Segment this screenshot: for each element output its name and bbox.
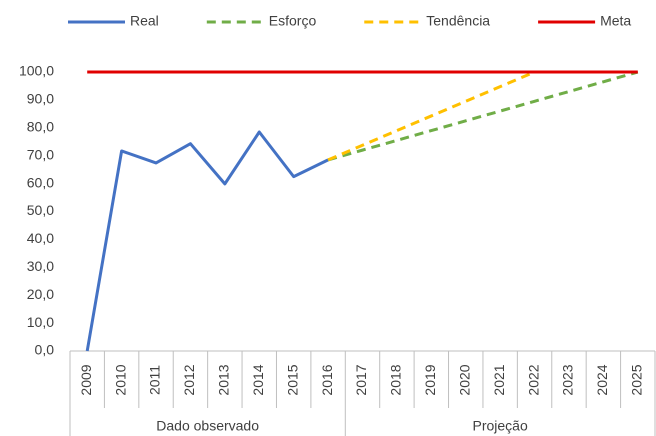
series-line (327, 70, 639, 162)
series-line (85, 130, 329, 352)
x-tick-label: 2011 (147, 365, 163, 395)
y-tick-label: 50,0 (27, 202, 54, 218)
x-tick-label: 2025 (628, 364, 644, 395)
x-tick-label: 2013 (216, 364, 232, 395)
x-tick-label: 2016 (319, 364, 335, 395)
group-label: Dado observado (156, 418, 259, 434)
group-label: Projeção (473, 418, 528, 434)
x-tick-label: 2014 (250, 364, 266, 395)
x-tick-label: 2021 (491, 364, 507, 395)
series-line (327, 70, 536, 162)
legend-label: Tendência (426, 13, 490, 29)
x-tick-label: 2015 (284, 364, 300, 395)
x-tick-label: 2018 (388, 364, 404, 395)
y-tick-label: 10,0 (27, 314, 54, 330)
legend-label: Real (130, 13, 159, 29)
x-tick-label: 2023 (560, 364, 576, 395)
y-tick-label: 70,0 (27, 146, 54, 162)
y-tick-label: 40,0 (27, 230, 54, 246)
legend-label: Meta (600, 13, 631, 29)
y-tick-label: 60,0 (27, 174, 54, 190)
x-tick-label: 2020 (456, 364, 472, 395)
x-tick-label: 2024 (594, 364, 610, 395)
y-tick-label: 100,0 (19, 63, 54, 79)
x-tick-label: 2010 (112, 364, 128, 395)
y-tick-label: 30,0 (27, 258, 54, 274)
x-tick-label: 2012 (181, 364, 197, 395)
x-tick-label: 2009 (78, 364, 94, 395)
y-tick-label: 80,0 (27, 119, 54, 135)
y-tick-label: 90,0 (27, 91, 54, 107)
x-tick-label: 2022 (525, 364, 541, 395)
legend-label: Esforço (269, 13, 317, 29)
y-tick-label: 0,0 (35, 342, 55, 358)
y-tick-label: 20,0 (27, 286, 54, 302)
x-tick-label: 2019 (422, 364, 438, 395)
x-tick-label: 2017 (353, 364, 369, 395)
